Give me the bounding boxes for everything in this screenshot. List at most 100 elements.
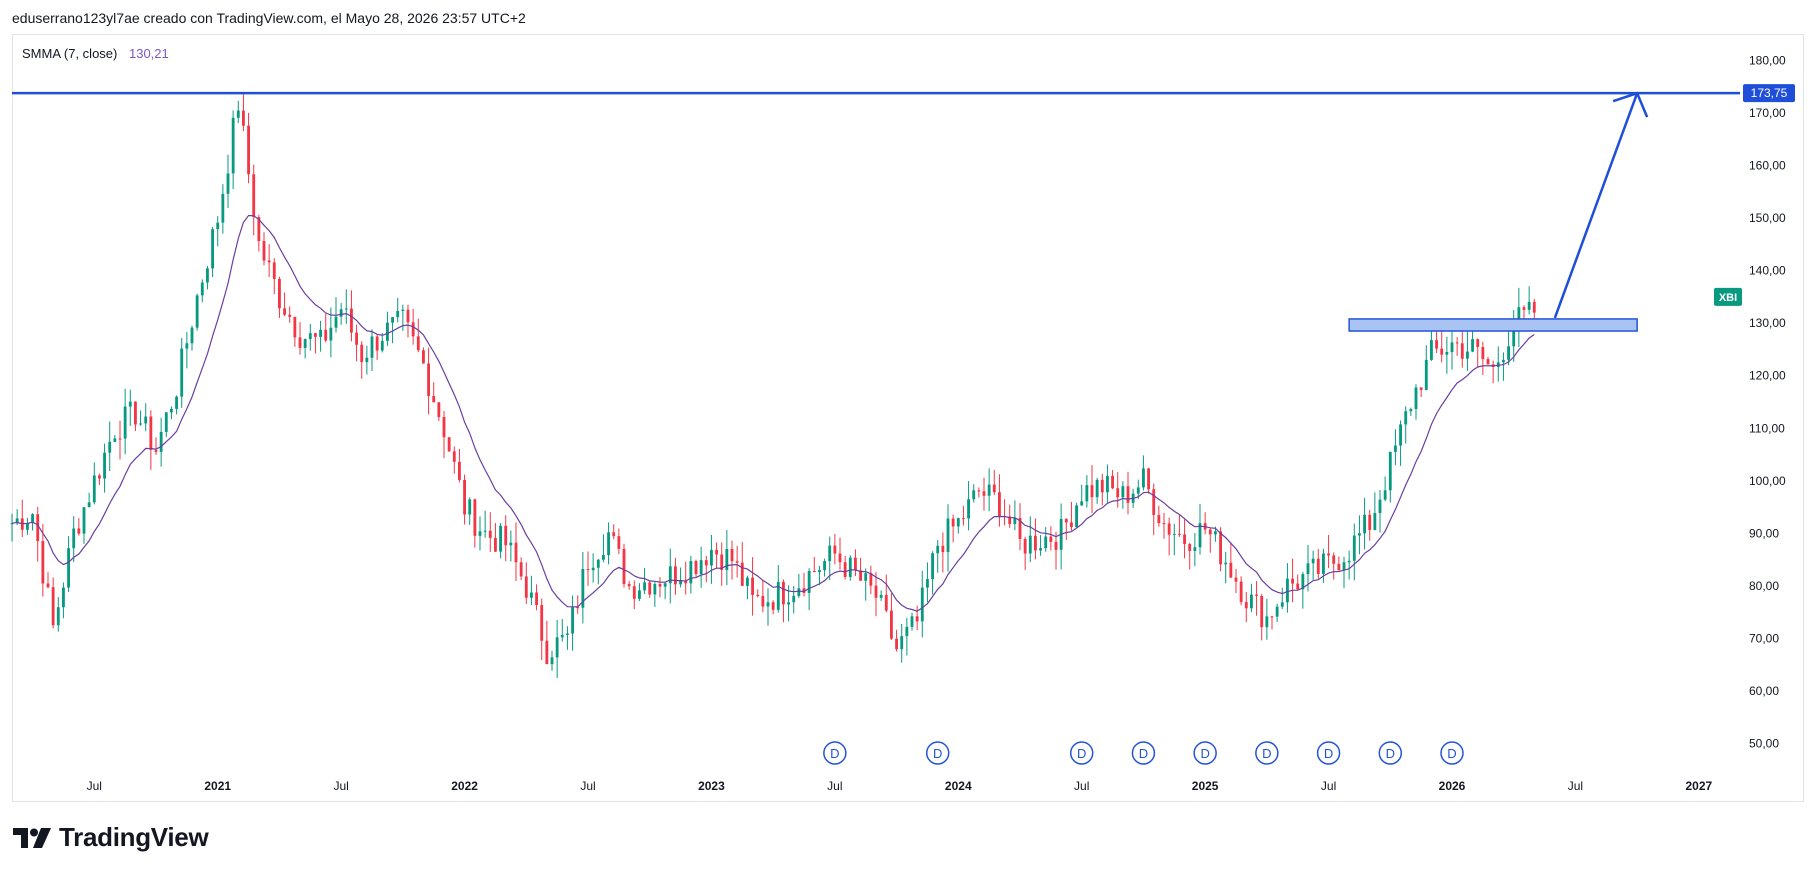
candle-body[interactable]	[1301, 574, 1305, 590]
candle-body[interactable]	[103, 452, 106, 479]
candle-body[interactable]	[632, 586, 636, 599]
dividend-marker-icon[interactable]	[1255, 741, 1279, 765]
candle-body[interactable]	[1255, 594, 1258, 596]
candle-body[interactable]	[792, 595, 796, 603]
candle-body[interactable]	[1172, 533, 1176, 535]
candle-body[interactable]	[982, 491, 986, 496]
candle-body[interactable]	[704, 560, 708, 566]
candle-body[interactable]	[411, 322, 415, 337]
candle-body[interactable]	[164, 412, 168, 432]
candle-body[interactable]	[715, 549, 718, 555]
candle-body[interactable]	[1414, 387, 1418, 410]
candle-body[interactable]	[884, 594, 888, 611]
candle-body[interactable]	[31, 514, 34, 524]
candle-body[interactable]	[833, 545, 837, 554]
candle-body[interactable]	[1347, 560, 1351, 563]
candle-body[interactable]	[293, 316, 297, 338]
candle-body[interactable]	[900, 636, 904, 650]
candle-body[interactable]	[1399, 424, 1402, 446]
candle-body[interactable]	[278, 278, 281, 309]
candle-body[interactable]	[627, 584, 631, 587]
dividend-marker-icon[interactable]	[925, 741, 950, 765]
candle-body[interactable]	[406, 309, 410, 323]
candle-body[interactable]	[98, 475, 101, 479]
candle-body[interactable]	[226, 173, 230, 194]
candle-body[interactable]	[720, 554, 724, 570]
candle-body[interactable]	[807, 571, 811, 593]
candle-body[interactable]	[596, 559, 600, 568]
candle-body[interactable]	[1162, 523, 1166, 525]
candle-body[interactable]	[1311, 558, 1315, 564]
candle-body[interactable]	[200, 282, 204, 296]
candle-body[interactable]	[134, 401, 137, 425]
candle-body[interactable]	[1167, 523, 1171, 535]
candle-body[interactable]	[1064, 518, 1068, 523]
candle-body[interactable]	[746, 577, 749, 586]
candle-body[interactable]	[1404, 411, 1408, 425]
candle-body[interactable]	[216, 222, 220, 230]
candle-body[interactable]	[262, 241, 266, 261]
candle-body[interactable]	[149, 416, 153, 450]
candle-body[interactable]	[1388, 451, 1392, 491]
candle-body[interactable]	[1286, 578, 1289, 603]
candle-body[interactable]	[941, 545, 945, 553]
candle-body[interactable]	[694, 561, 698, 575]
candle-body[interactable]	[195, 295, 199, 328]
candle-body[interactable]	[926, 579, 929, 588]
candle-body[interactable]	[1126, 486, 1130, 503]
candle-body[interactable]	[396, 310, 400, 318]
candle-body[interactable]	[1075, 505, 1078, 528]
candle-body[interactable]	[535, 592, 538, 606]
candle-body[interactable]	[1440, 348, 1444, 355]
candle-body[interactable]	[740, 562, 744, 586]
candle-body[interactable]	[581, 569, 585, 608]
candle-body[interactable]	[1034, 535, 1037, 551]
candle-body[interactable]	[1275, 606, 1279, 617]
candle-body[interactable]	[92, 475, 96, 503]
candle-body[interactable]	[1419, 387, 1423, 390]
candle-body[interactable]	[272, 262, 276, 279]
candle-body[interactable]	[787, 602, 790, 605]
candle-body[interactable]	[494, 537, 497, 552]
candle-body[interactable]	[1512, 326, 1516, 347]
candle-body[interactable]	[123, 406, 127, 439]
candle-body[interactable]	[504, 525, 508, 546]
candle-body[interactable]	[468, 499, 472, 515]
candle-body[interactable]	[308, 333, 312, 340]
candle-body[interactable]	[442, 417, 446, 438]
projection-arrow[interactable]	[1553, 92, 1639, 319]
candle-body[interactable]	[1476, 339, 1480, 348]
candle-body[interactable]	[910, 616, 914, 627]
candle-body[interactable]	[350, 308, 353, 333]
candle-body[interactable]	[56, 607, 60, 626]
tradingview-brand[interactable]: TradingView	[13, 822, 209, 853]
candle-body[interactable]	[159, 431, 163, 452]
candle-body[interactable]	[236, 110, 240, 118]
candle-body[interactable]	[972, 490, 976, 500]
candle-body[interactable]	[756, 594, 760, 597]
candle-body[interactable]	[1455, 342, 1459, 344]
candle-body[interactable]	[1352, 535, 1356, 561]
candle-body[interactable]	[211, 229, 214, 269]
candle-body[interactable]	[1183, 534, 1186, 545]
candle-body[interactable]	[499, 525, 502, 552]
candle-body[interactable]	[355, 332, 358, 345]
candle-body[interactable]	[782, 581, 785, 605]
candle-body[interactable]	[607, 532, 610, 556]
dividend-marker-icon[interactable]	[1316, 741, 1341, 765]
candle-body[interactable]	[802, 588, 806, 593]
candle-body[interactable]	[51, 587, 55, 626]
candle-body[interactable]	[1208, 529, 1212, 535]
candle-body[interactable]	[566, 633, 569, 635]
candle-body[interactable]	[1013, 517, 1017, 524]
candle-body[interactable]	[514, 542, 518, 563]
candle-body[interactable]	[380, 340, 384, 351]
candle-body[interactable]	[1378, 499, 1382, 514]
candle-body[interactable]	[617, 536, 621, 549]
candle-body[interactable]	[1496, 362, 1500, 367]
candle-body[interactable]	[530, 592, 533, 598]
candle-body[interactable]	[555, 637, 559, 658]
candle-body[interactable]	[108, 441, 112, 453]
candle-body[interactable]	[427, 363, 430, 396]
